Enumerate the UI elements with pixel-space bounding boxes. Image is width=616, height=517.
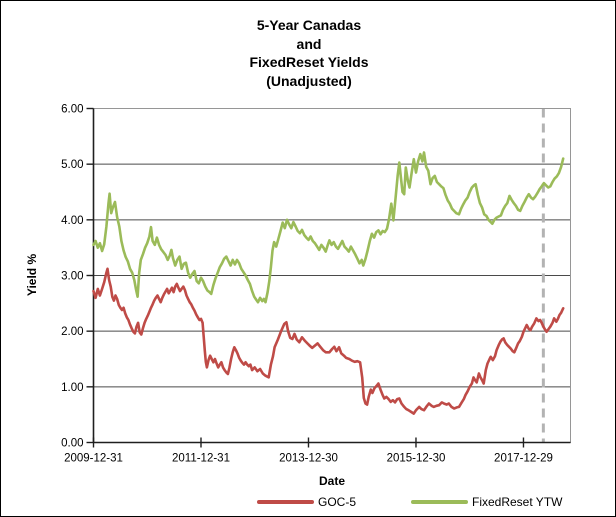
chart-title-line-1: 5-Year Canadas: [256, 17, 362, 33]
y-tick-label: 0.00: [61, 438, 83, 450]
y-tick-label: 5.00: [61, 159, 83, 171]
x-tick-label: 2009-12-31: [64, 453, 123, 465]
x-tick-label: 2013-12-30: [279, 453, 338, 465]
y-tick-label: 4.00: [61, 215, 83, 227]
chart-title: 5-Year Canadas and FixedReset Yields (Un…: [1, 16, 615, 90]
y-axis-title: Yield %: [25, 253, 39, 297]
series-line-goc-5: [92, 267, 565, 415]
chart-title-line-3: FixedReset Yields: [249, 54, 369, 70]
x-tick-label: 2017-12-29: [494, 453, 553, 465]
x-axis-title: Date: [318, 474, 345, 488]
y-tick-label: 3.00: [61, 271, 83, 283]
goc5-line-swatch: [257, 500, 314, 504]
chart-title-line-2: and: [296, 35, 322, 52]
legend-label-goc5: GOC-5: [318, 495, 357, 509]
y-tick-label: 1.00: [61, 382, 83, 394]
legend-item-goc5: GOC-5: [257, 495, 356, 509]
y-tick-label: 6.00: [61, 104, 83, 116]
legend-label-fixedreset-ytw: FixedReset YTW: [472, 495, 563, 509]
legend-item-fixedreset-ytw: FixedReset YTW: [411, 495, 562, 509]
x-tick-label: 2011-12-31: [172, 453, 230, 465]
chart-title-line-4: (Unadjusted): [266, 72, 352, 89]
fixedreset-ytw-line-swatch: [411, 500, 468, 504]
series-line-fixedreset-ytw: [92, 151, 565, 304]
x-tick-label: 2015-12-30: [387, 453, 446, 465]
y-tick-label: 2.00: [61, 326, 83, 338]
